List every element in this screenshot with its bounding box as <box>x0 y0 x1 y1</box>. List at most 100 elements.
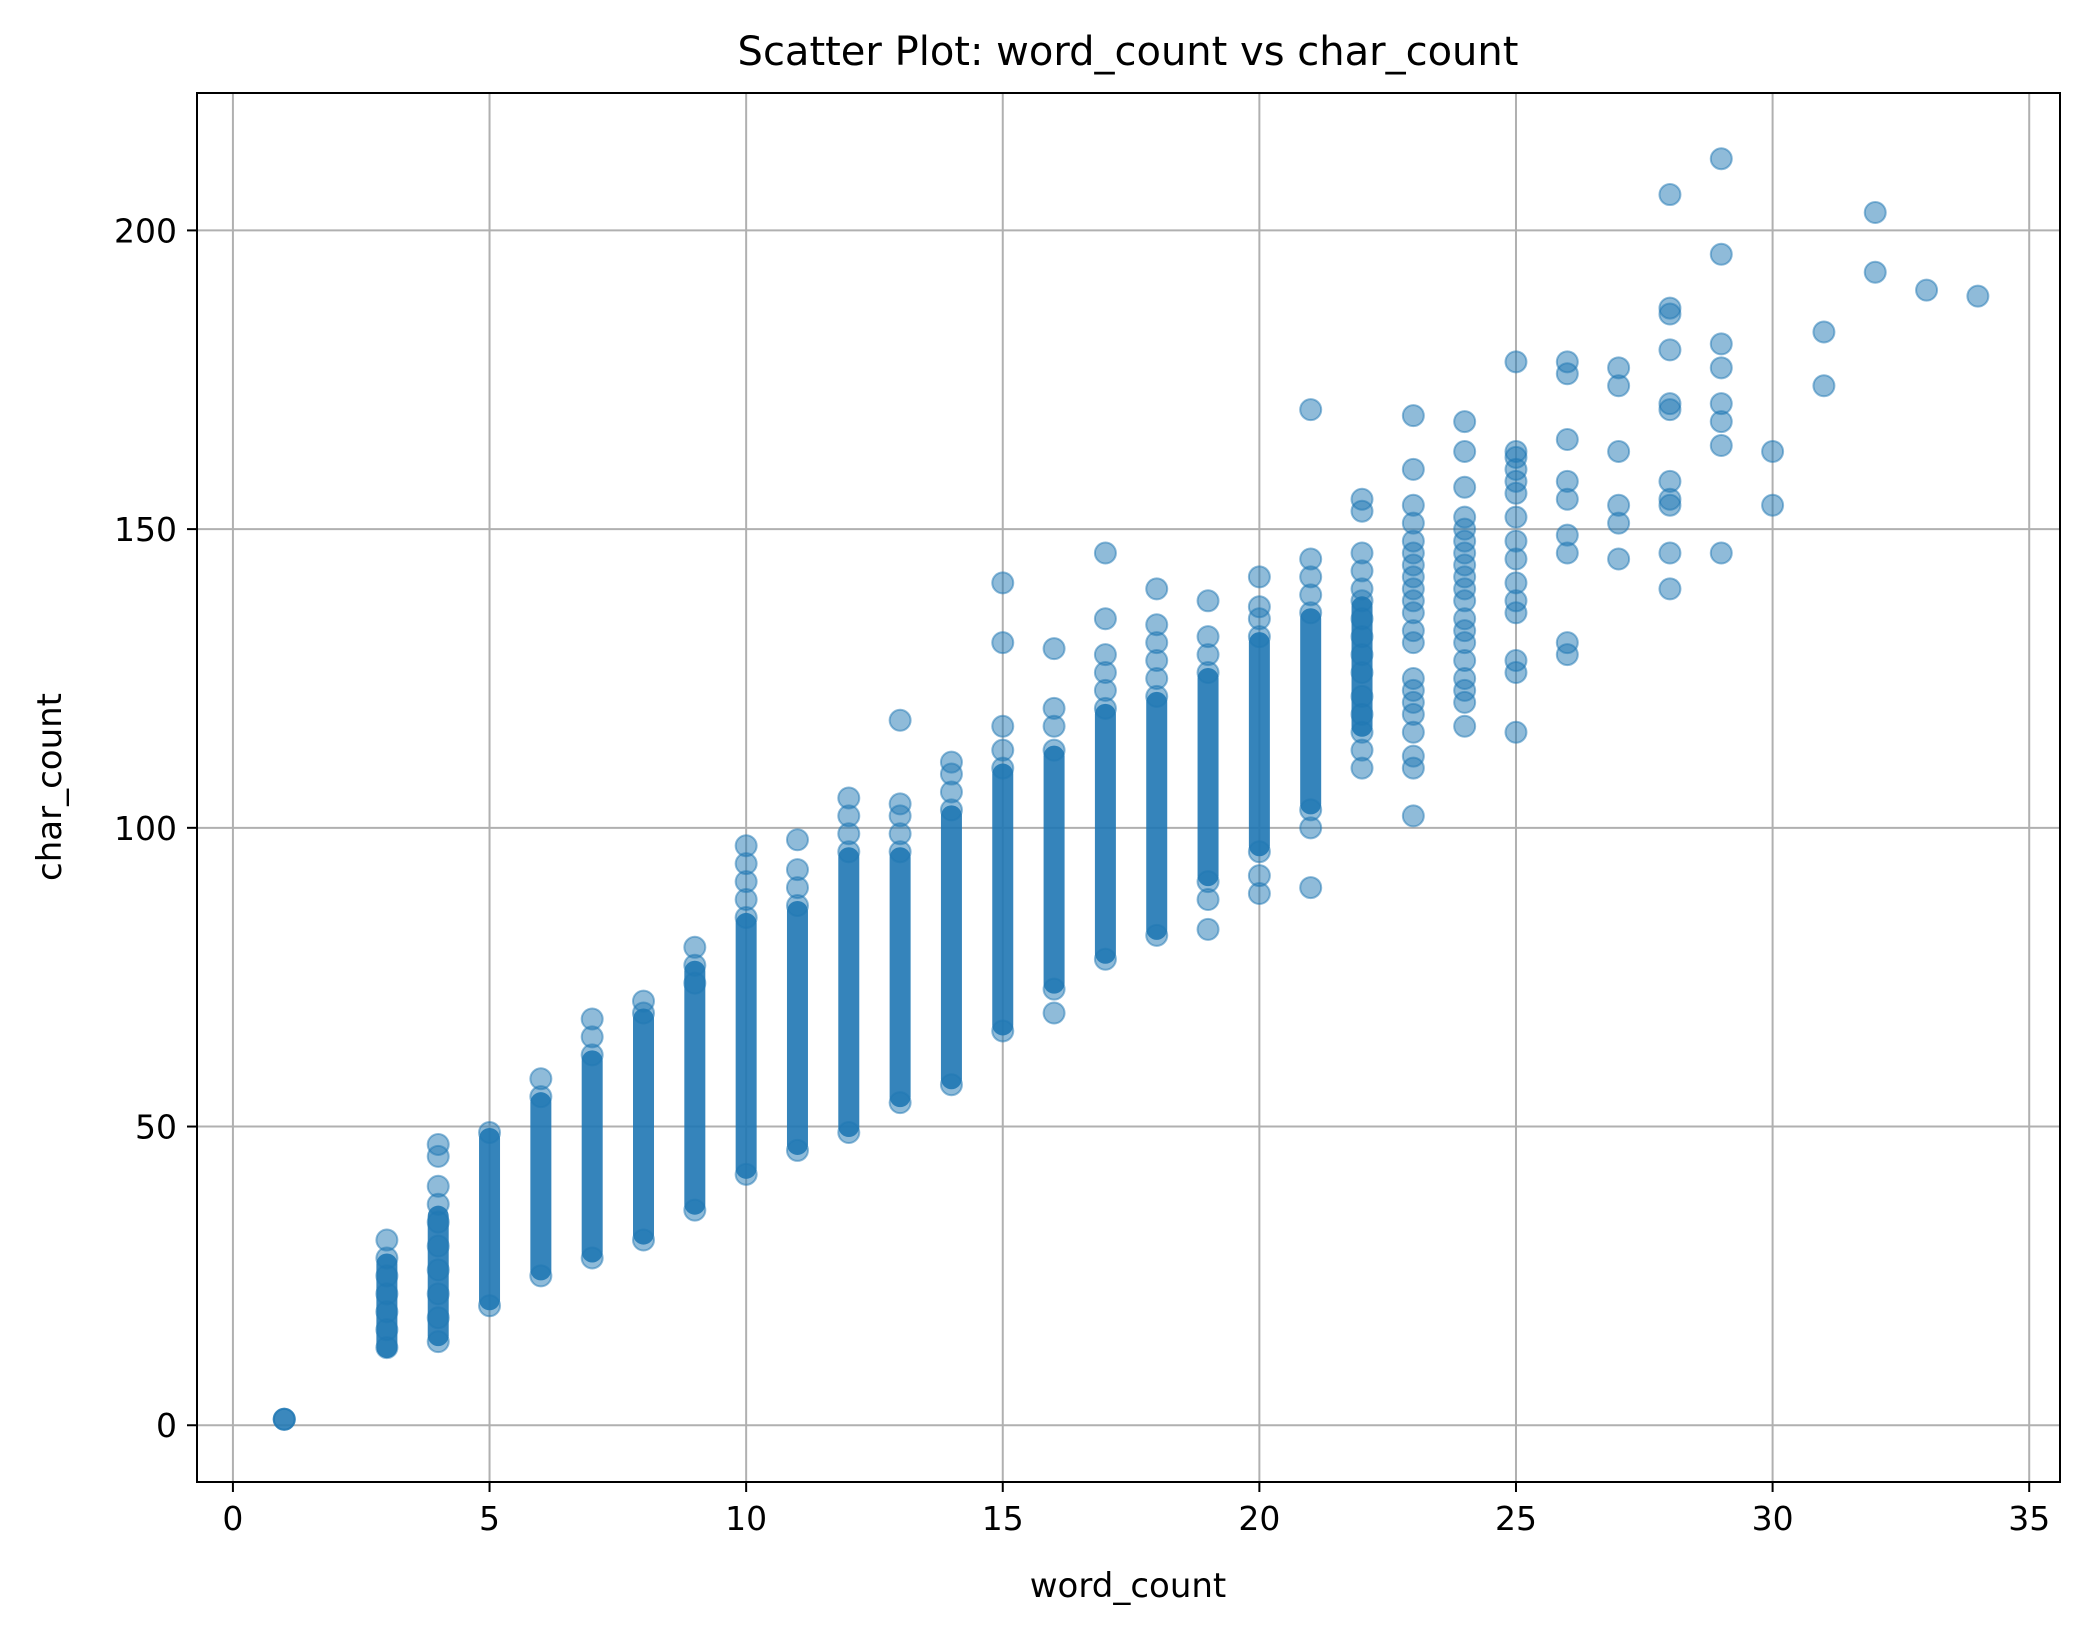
y-tick-label: 100 <box>114 809 177 848</box>
data-point <box>1145 613 1169 637</box>
data-point <box>632 1228 656 1252</box>
data-point <box>1709 356 1733 380</box>
data-point <box>1504 529 1528 553</box>
data-point <box>1093 607 1117 631</box>
data-point <box>426 1174 450 1198</box>
data-point <box>1145 577 1169 601</box>
data-point <box>1350 684 1374 708</box>
y-tick-label: 50 <box>135 1108 177 1147</box>
data-point <box>1093 643 1117 667</box>
y-axis-label: char_count <box>30 693 70 881</box>
data-point <box>478 1121 502 1145</box>
data-point <box>1607 439 1631 463</box>
data-point <box>1966 284 1990 308</box>
data-point <box>785 858 809 882</box>
data-point <box>1709 392 1733 416</box>
data-point <box>632 989 656 1013</box>
data-point <box>939 1073 963 1097</box>
data-point <box>1350 487 1374 511</box>
data-point <box>1709 242 1733 266</box>
data-point <box>1145 923 1169 947</box>
data-point <box>1504 720 1528 744</box>
data-point <box>1504 649 1528 673</box>
data-point <box>529 1067 553 1091</box>
data-point <box>580 1007 604 1031</box>
data-point <box>837 786 861 810</box>
data-point <box>1042 1001 1066 1025</box>
data-point <box>426 1330 450 1354</box>
data-point <box>1453 714 1477 738</box>
data-point <box>1401 666 1425 690</box>
plot-area-frame <box>196 92 2061 1483</box>
y-tick-label: 0 <box>156 1406 177 1445</box>
data-point <box>426 1306 450 1330</box>
data-point <box>1247 864 1271 888</box>
data-point <box>1350 541 1374 565</box>
y-tick-label: 200 <box>114 211 177 250</box>
data-point <box>1607 493 1631 517</box>
data-point <box>1299 876 1323 900</box>
data-point <box>426 1282 450 1306</box>
data-point <box>1453 505 1477 529</box>
data-point <box>426 1234 450 1258</box>
data-point <box>426 1132 450 1156</box>
chart-title: Scatter Plot: word_count vs char_count <box>738 29 1519 75</box>
data-point <box>1658 338 1682 362</box>
data-point <box>478 1294 502 1318</box>
data-point <box>1196 589 1220 613</box>
data-point <box>1299 798 1323 822</box>
data-point <box>1504 350 1528 374</box>
data-point <box>683 935 707 959</box>
data-point <box>785 828 809 852</box>
data-point <box>785 1138 809 1162</box>
data-point <box>1196 917 1220 941</box>
x-tick-label: 25 <box>1495 1499 1537 1538</box>
data-point <box>683 1198 707 1222</box>
data-point <box>1401 493 1425 517</box>
data-point <box>1401 404 1425 428</box>
data-point <box>939 750 963 774</box>
x-tick-label: 15 <box>982 1499 1024 1538</box>
data-point <box>1093 541 1117 565</box>
y-tick-label: 150 <box>114 510 177 549</box>
data-point <box>1504 505 1528 529</box>
data-point <box>1299 398 1323 422</box>
data-point <box>1555 350 1579 374</box>
data-point <box>1761 439 1785 463</box>
data-point <box>1504 571 1528 595</box>
data-point <box>1247 595 1271 619</box>
x-tick-label: 30 <box>1752 1499 1794 1538</box>
x-tick-label: 10 <box>725 1499 767 1538</box>
data-point <box>1453 439 1477 463</box>
data-point <box>580 1246 604 1270</box>
data-point <box>1709 147 1733 171</box>
data-point <box>1607 356 1631 380</box>
data-point <box>1555 469 1579 493</box>
data-point <box>1658 296 1682 320</box>
data-point <box>1196 625 1220 649</box>
data-point <box>837 1121 861 1145</box>
data-point <box>1453 410 1477 434</box>
data-point <box>1504 439 1528 463</box>
data-point <box>529 1264 553 1288</box>
data-point <box>888 708 912 732</box>
data-point <box>1607 547 1631 571</box>
data-point <box>1555 523 1579 547</box>
data-point <box>1658 392 1682 416</box>
data-point <box>991 571 1015 595</box>
data-point <box>1453 475 1477 499</box>
data-point <box>1812 320 1836 344</box>
data-point <box>888 1091 912 1115</box>
data-point <box>1247 840 1271 864</box>
x-axis-label: word_count <box>1030 1566 1227 1606</box>
data-point <box>1401 804 1425 828</box>
data-point <box>1709 433 1733 457</box>
data-point <box>1555 631 1579 655</box>
data-point <box>1042 637 1066 661</box>
data-point <box>1093 947 1117 971</box>
data-point <box>1863 200 1887 224</box>
data-point <box>1042 738 1066 762</box>
